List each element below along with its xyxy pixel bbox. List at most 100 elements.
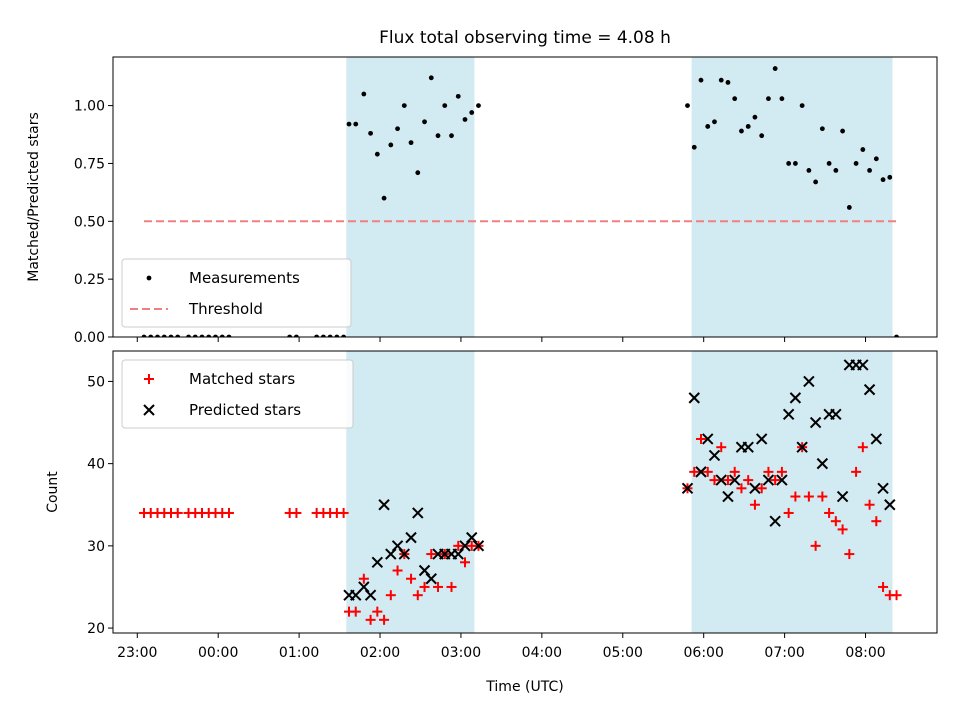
bottom-legend: Matched stars Predicted stars <box>121 359 354 429</box>
bottom-predicted-stars-point-37 <box>796 441 808 453</box>
bottom-matched-stars-point-50 <box>749 499 760 510</box>
bottom-matched-stars-point-5 <box>172 507 183 518</box>
top-panel: 0.00 0.25 0.50 0.75 1.00 Measurements Threshol… <box>74 56 938 346</box>
x-tick-label: 04:00 <box>522 645 562 661</box>
bottom-plot-area <box>139 359 902 625</box>
bottom-matched-stars-point-35 <box>446 581 457 592</box>
bottom-matched-stars-point-24 <box>372 606 383 617</box>
x-b <box>857 359 869 371</box>
bottom-y-axis-label: Count <box>45 471 61 513</box>
top-measurements-point-44 <box>712 119 717 125</box>
top-measurements-point-45 <box>718 77 724 83</box>
x-b <box>796 441 808 453</box>
bottom-predicted-stars-point-20 <box>681 482 694 495</box>
top-measurements-point-59 <box>813 179 819 185</box>
top-frame <box>112 56 938 338</box>
bottom-predicted-stars-point-21 <box>688 392 700 404</box>
top-measurements-point-50 <box>752 114 758 120</box>
x-b <box>789 392 802 404</box>
x-b <box>708 449 721 462</box>
top-y-tick-label: 0.75 <box>74 156 105 172</box>
x-b <box>472 540 485 552</box>
top-y-tick-label: 1.00 <box>74 99 105 115</box>
bottom-predicted-stars-point-35 <box>782 408 795 421</box>
chart-title: Flux total observing time = 4.08 h <box>379 28 671 48</box>
top-measurements-point-56 <box>792 161 798 166</box>
x-b <box>695 466 707 478</box>
x-b <box>729 474 741 486</box>
top-measurements-point-54 <box>779 96 785 102</box>
top-measurements-point-5 <box>175 334 181 337</box>
bottom-matched-stars-point-46 <box>722 475 733 486</box>
x-b <box>762 474 775 486</box>
top-measurements-point-0 <box>141 334 147 337</box>
x-b <box>681 482 694 495</box>
bottom-matched-stars-point-29 <box>406 573 417 584</box>
x-b <box>782 408 795 421</box>
bottom-predicted-stars-point-24 <box>708 449 721 462</box>
top-measurements-point-52 <box>766 96 771 102</box>
top-y-tick-label: 0.25 <box>74 272 105 288</box>
bottom-matched-stars-point-71 <box>891 590 902 601</box>
bottom-matched-stars-point-14 <box>291 507 302 518</box>
top-measurements-point-25 <box>381 195 387 201</box>
bottom-matched-stars-point-49 <box>743 475 754 486</box>
bottom-matched-stars-point-22 <box>358 573 369 584</box>
bottom-matched-stars-point-30 <box>412 590 423 601</box>
top-legend-box <box>121 258 352 328</box>
top-measurements-point-15 <box>314 334 320 337</box>
top-measurements-point-48 <box>739 128 744 134</box>
top-measurements-point-33 <box>435 133 441 139</box>
bottom-matched-stars-point-36 <box>453 540 464 551</box>
x-b <box>803 375 815 388</box>
x-b <box>742 441 754 453</box>
bottom-legend-swatch-0 <box>144 374 154 384</box>
bottom-legend-box <box>121 359 354 429</box>
x-tick-label: 02:00 <box>360 645 400 661</box>
top-shaded-span-1 <box>691 57 893 337</box>
bottom-y-tick-label: 30 <box>87 539 105 555</box>
x-b <box>884 499 896 511</box>
x-b <box>459 540 471 552</box>
x-tick-label: 01:00 <box>279 645 319 661</box>
x-tick-label: 05:00 <box>603 645 643 661</box>
top-measurements-point-24 <box>374 151 380 157</box>
top-measurements-point-7 <box>192 334 198 337</box>
x-tick-label: 08:00 <box>845 645 885 661</box>
x-b <box>364 589 377 601</box>
bottom-predicted-stars-point-16 <box>452 548 464 560</box>
x-b <box>870 433 883 445</box>
x-b <box>425 573 437 585</box>
top-measurements-point-46 <box>725 80 731 85</box>
bottom-predicted-stars-point-18 <box>466 531 478 544</box>
bottom-matched-stars-point-37 <box>459 557 470 568</box>
x-b <box>702 433 714 445</box>
x-b <box>877 482 889 495</box>
bottom-predicted-stars-point-38 <box>803 375 815 388</box>
bottom-predicted-stars-point-40 <box>816 457 829 470</box>
top-measurements-point-39 <box>476 103 481 108</box>
x-b <box>371 556 384 569</box>
bottom-panel: 20 30 40 50 23:00 00:00 01:00 02:00 03:00 04:00 05… <box>87 350 938 661</box>
bottom-matched-stars-point-48 <box>736 483 747 494</box>
top-measurements-point-6 <box>186 334 191 337</box>
bottom-matched-stars-point-55 <box>783 507 794 518</box>
top-measurements-point-31 <box>422 119 427 125</box>
bottom-matched-stars-point-12 <box>223 507 234 518</box>
bottom-matched-stars-point-64 <box>844 549 855 560</box>
top-measurements-point-63 <box>840 128 845 134</box>
top-measurements-point-29 <box>408 140 414 146</box>
x-b <box>452 548 464 560</box>
top-legend: Measurements Threshold <box>121 258 352 328</box>
bottom-matched-stars-point-65 <box>851 466 862 477</box>
bottom-predicted-stars-point-47 <box>863 383 876 396</box>
bottom-legend-label-1: Predicted stars <box>189 401 301 419</box>
x-tick-label: 00:00 <box>198 645 238 661</box>
top-measurements-point-3 <box>161 334 167 337</box>
bottom-matched-stars-point-42 <box>695 433 706 444</box>
x-tick-label: 03:00 <box>441 645 481 661</box>
bottom-matched-stars-point-47 <box>729 466 740 477</box>
bottom-legend-label-0: Matched stars <box>189 370 295 388</box>
top-measurements-point-36 <box>455 93 461 99</box>
